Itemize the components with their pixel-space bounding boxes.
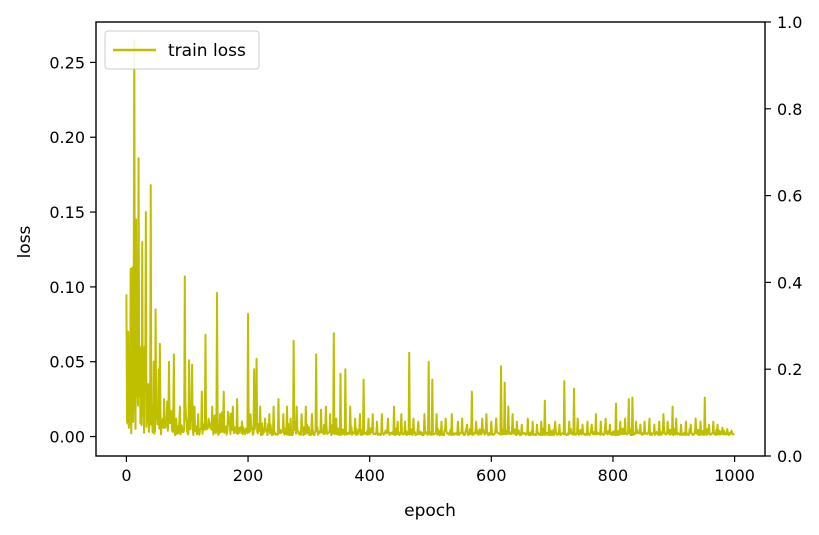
x-tick-label: 800: [598, 466, 629, 485]
x-tick-label: 400: [354, 466, 385, 485]
x-axis-title: epoch: [404, 501, 456, 521]
y-axis-title: loss: [15, 225, 35, 258]
x-axis: 0 200 400 600 800 1000: [121, 456, 755, 485]
legend-label-train-loss: train loss: [168, 41, 246, 61]
y-axis-left: 0.00 0.05 0.10 0.15 0.20 0.25: [49, 53, 96, 447]
legend: train loss: [104, 30, 260, 70]
series-line-train-loss: [125, 38, 735, 437]
right-y-tick-label: 0.0: [777, 447, 802, 466]
y-tick-label: 0.15: [49, 203, 85, 222]
y-tick-label: 0.00: [49, 428, 85, 447]
y-tick-label: 0.25: [49, 53, 85, 72]
series-layer: [125, 38, 735, 437]
right-y-tick-label: 0.4: [777, 273, 802, 292]
right-y-tick-label: 0.2: [777, 360, 802, 379]
x-tick-label: 0: [121, 466, 131, 485]
legend-box: [104, 30, 260, 70]
x-tick-label: 200: [233, 466, 264, 485]
x-tick-label: 1000: [714, 466, 755, 485]
right-y-tick-label: 0.8: [777, 100, 802, 119]
plot-frame: [95, 21, 766, 457]
right-y-tick-label: 0.6: [777, 187, 802, 206]
x-tick-label: 600: [476, 466, 507, 485]
y-axis-right: 0.0 0.2 0.4 0.6 0.8 1.0: [765, 13, 802, 466]
y-tick-label: 0.10: [49, 278, 85, 297]
y-tick-label: 0.20: [49, 128, 85, 147]
right-y-tick-label: 1.0: [777, 13, 802, 32]
y-tick-label: 0.05: [49, 353, 85, 372]
